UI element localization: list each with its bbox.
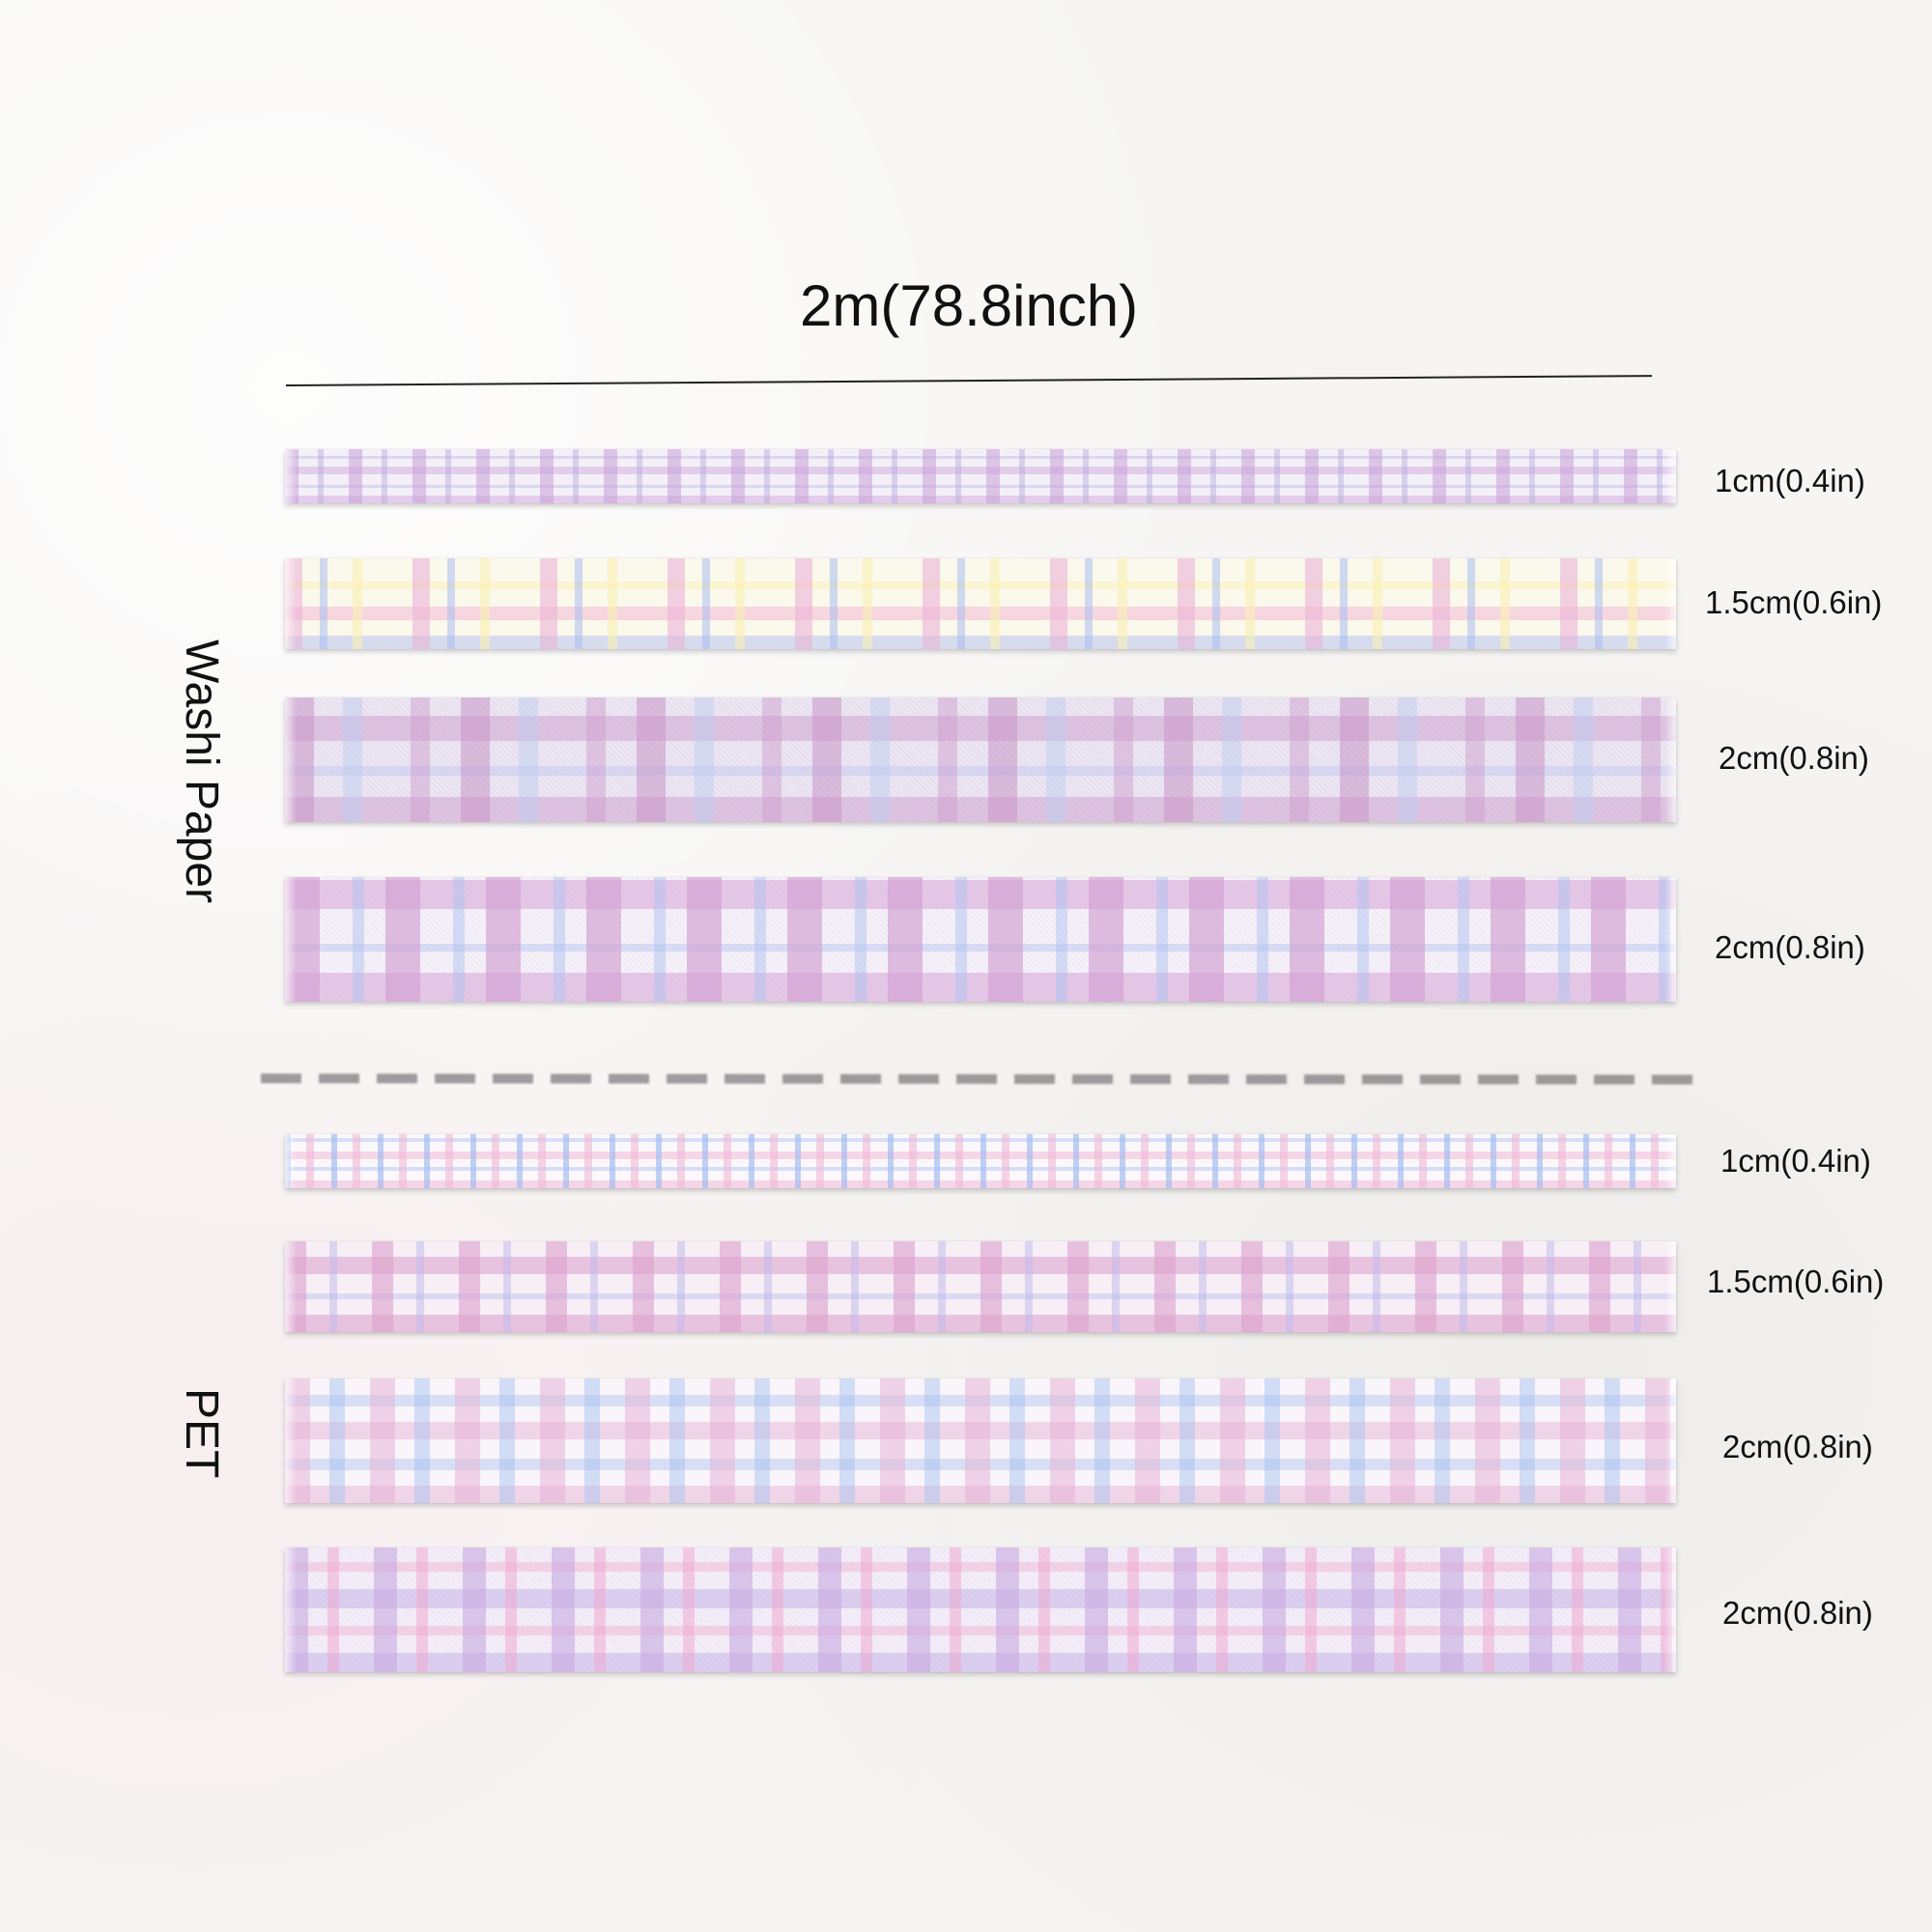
length-label: 2m(78.8inch): [800, 273, 1139, 338]
washi-tape-4: [285, 877, 1676, 1002]
washi-tape-2: [285, 558, 1676, 649]
pet-tape-4: [285, 1548, 1676, 1672]
pet-tape-2-width: 1.5cm(0.6in): [1707, 1264, 1885, 1299]
length-line: [285, 375, 1652, 386]
washi-tape-1: [285, 449, 1676, 503]
pet-tape-2: [285, 1241, 1676, 1332]
washi-tape-3-width: 2cm(0.8in): [1719, 740, 1869, 776]
washi-tape-2-width: 1.5cm(0.6in): [1705, 584, 1883, 620]
pet-tape-1: [285, 1134, 1676, 1188]
pet-label: PET: [176, 1388, 227, 1479]
washi-tape-4-width: 2cm(0.8in): [1715, 929, 1865, 965]
pet-tape-3: [285, 1378, 1676, 1503]
washi-tape-3: [285, 697, 1676, 822]
group-divider: [260, 1073, 1696, 1085]
washi-tape-1-width: 1cm(0.4in): [1715, 463, 1865, 498]
pet-tape-3-width: 2cm(0.8in): [1722, 1429, 1873, 1464]
pet-tape-4-width: 2cm(0.8in): [1722, 1595, 1873, 1631]
washi-paper-label: Washi Paper: [176, 639, 227, 903]
pet-tape-1-width: 1cm(0.4in): [1720, 1143, 1871, 1179]
